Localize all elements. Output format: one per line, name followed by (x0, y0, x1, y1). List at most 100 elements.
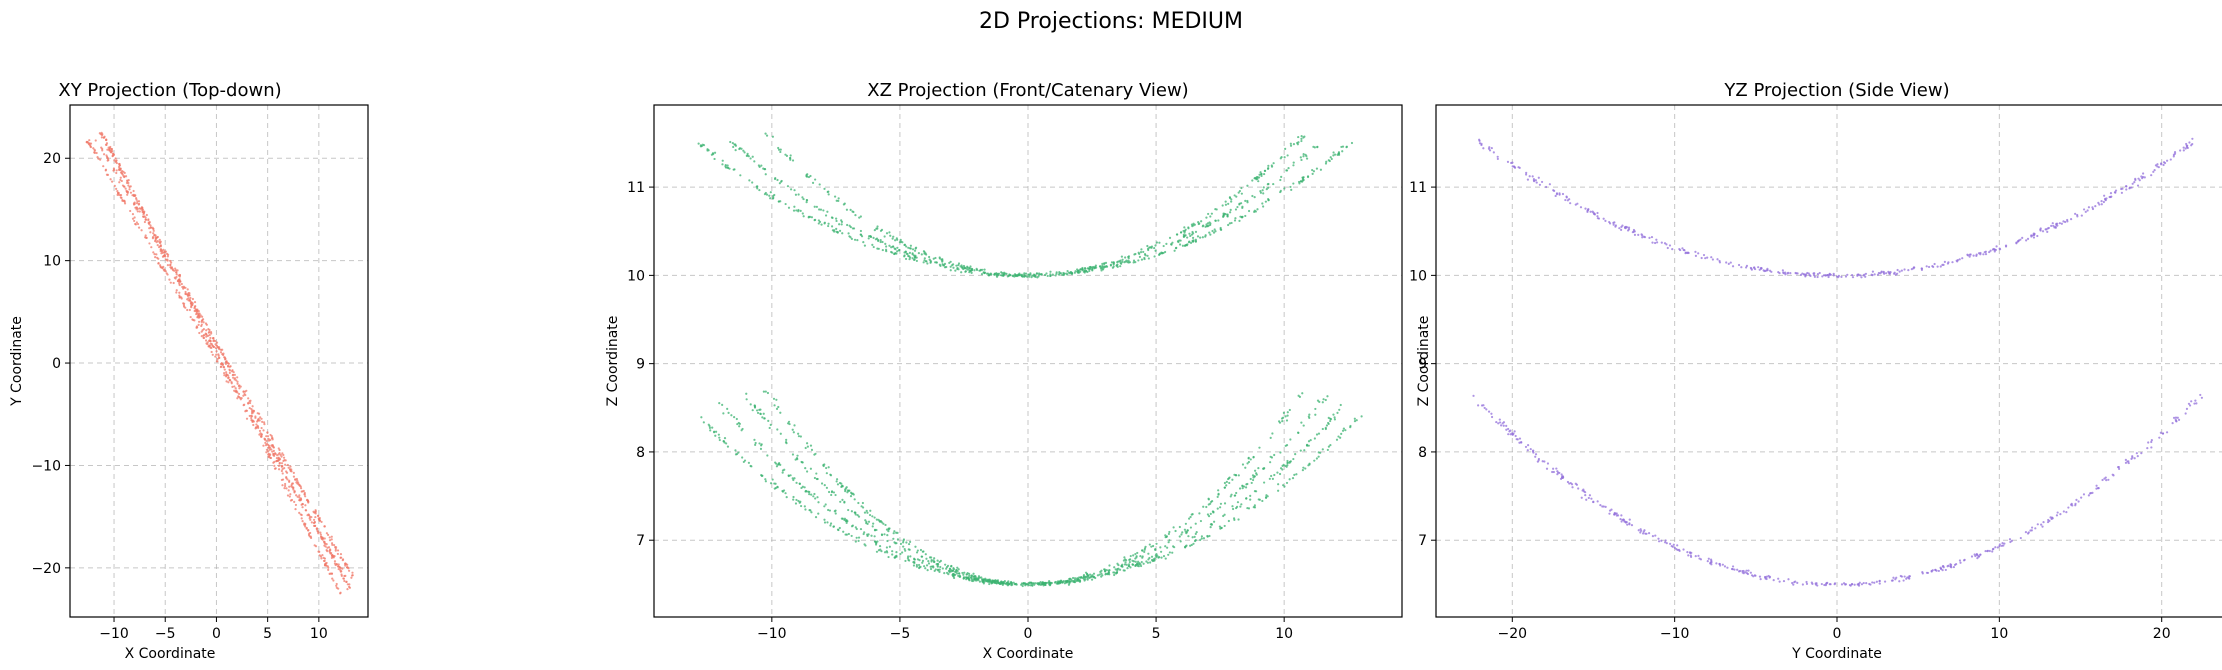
scatter-point (336, 565, 340, 568)
scatter-point (1742, 569, 1745, 573)
scatter-point (899, 542, 903, 545)
scatter-point (1137, 565, 1140, 568)
scatter-point (281, 472, 284, 475)
scatter-point (2056, 222, 2059, 225)
scatter-point (1175, 233, 1179, 236)
scatter-point (983, 268, 986, 271)
scatter-point (1671, 248, 1674, 251)
scatter-point (1303, 449, 1306, 452)
scatter-point (1301, 469, 1304, 472)
scatter-point (1341, 150, 1344, 153)
scatter-point (1560, 473, 1563, 476)
scatter-point (863, 511, 867, 514)
scatter-point (1596, 211, 1599, 215)
scatter-point (1958, 258, 1961, 261)
scatter-point (1706, 256, 1709, 259)
scatter-point (1142, 250, 1145, 254)
scatter-point (871, 525, 874, 528)
scatter-point (201, 315, 204, 318)
scatter-point (772, 196, 775, 199)
scatter-point (209, 336, 212, 340)
scatter-point (184, 292, 187, 295)
scatter-point (1091, 268, 1094, 271)
scatter-point (1285, 481, 1289, 485)
scatter-point (136, 200, 139, 203)
scatter-point (764, 173, 767, 176)
scatter-point (1568, 482, 1571, 485)
scatter-point (1315, 433, 1319, 436)
scatter-point (123, 185, 126, 188)
scatter-point (1179, 540, 1182, 543)
scatter-point (1329, 417, 1333, 421)
scatter-point (2008, 538, 2012, 541)
x-tick-label: 0 (1024, 626, 1033, 642)
scatter-point (169, 259, 172, 263)
scatter-point (1637, 233, 1640, 236)
scatter-point (159, 248, 163, 251)
scatter-point (1244, 199, 1247, 203)
scatter-point (815, 205, 818, 208)
scatter-point (806, 470, 809, 473)
scatter-point (1483, 406, 1486, 410)
scatter-point (93, 149, 97, 152)
scatter-point (838, 223, 841, 226)
scatter-point (2179, 149, 2182, 152)
scatter-point (186, 308, 189, 312)
scatter-point (1833, 583, 1836, 586)
scatter-point (1565, 195, 1568, 198)
scatter-point (1961, 257, 1964, 260)
scatter-point (834, 512, 837, 515)
scatter-point (1747, 569, 1750, 572)
scatter-point (187, 293, 191, 297)
scatter-point (1034, 582, 1037, 585)
scatter-point (208, 339, 211, 342)
scatter-point (252, 423, 255, 427)
scatter-point (1846, 273, 1849, 276)
scatter-point (759, 447, 763, 450)
scatter-point (905, 245, 908, 248)
scatter-point (779, 463, 782, 467)
scatter-point (110, 180, 114, 183)
scatter-point (802, 215, 805, 218)
scatter-point (231, 385, 234, 388)
scatter-point (1344, 429, 1347, 432)
scatter-point (1231, 505, 1234, 508)
scatter-point (1217, 492, 1220, 496)
scatter-point (1496, 155, 1499, 158)
scatter-point (1191, 236, 1195, 239)
scatter-point (1155, 542, 1158, 545)
scatter-point (1283, 485, 1286, 488)
scatter-point (895, 551, 898, 554)
scatter-point (854, 526, 857, 529)
scatter-point (215, 341, 219, 344)
scatter-point (1259, 190, 1262, 193)
scatter-point (1507, 427, 1510, 431)
scatter-point (324, 563, 327, 566)
scatter-point (1181, 531, 1184, 534)
scatter-point (803, 505, 806, 508)
scatter-point (1996, 546, 1999, 549)
scatter-point (1853, 583, 1856, 586)
scatter-point (1016, 274, 1019, 278)
scatter-point (2191, 142, 2194, 146)
scatter-point (1520, 440, 1523, 444)
scatter-point (1188, 240, 1191, 243)
scatter-point (2097, 201, 2100, 204)
scatter-point (835, 217, 838, 220)
scatter-point (92, 147, 95, 150)
scatter-point (278, 461, 281, 464)
scatter-point (1574, 482, 1577, 485)
scatter-point (863, 531, 866, 534)
scatter-point (2026, 237, 2030, 240)
scatter-point (1229, 211, 1232, 214)
scatter-point (1288, 478, 1291, 481)
scatter-point (1087, 575, 1090, 578)
scatter-point (323, 525, 326, 528)
scatter-point (1545, 185, 1548, 189)
scatter-point (248, 400, 251, 403)
scatter-point (1104, 261, 1108, 264)
scatter-point (797, 210, 800, 213)
scatter-point (206, 334, 210, 337)
scatter-point (872, 236, 875, 239)
scatter-point (885, 550, 888, 553)
